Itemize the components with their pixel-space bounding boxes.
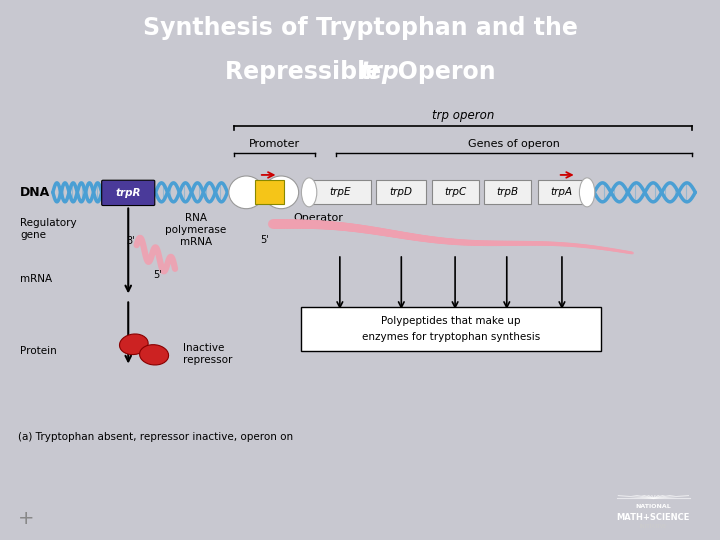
Text: Repressible  Operon: Repressible Operon (225, 59, 495, 84)
Text: enzymes for tryptophan synthesis: enzymes for tryptophan synthesis (361, 333, 540, 342)
Ellipse shape (229, 176, 264, 208)
Text: Inactive
repressor: Inactive repressor (184, 343, 233, 365)
FancyBboxPatch shape (484, 180, 531, 205)
Text: 5': 5' (153, 270, 162, 280)
Text: trp: trp (359, 59, 400, 84)
Text: trp operon: trp operon (432, 109, 495, 122)
Text: MATH+SCIENCE: MATH+SCIENCE (617, 513, 690, 522)
FancyBboxPatch shape (301, 307, 601, 350)
Text: Polypeptides that make up: Polypeptides that make up (381, 315, 521, 326)
FancyBboxPatch shape (255, 180, 284, 205)
Text: mRNA: mRNA (20, 274, 52, 285)
Text: trpA: trpA (551, 187, 572, 197)
FancyBboxPatch shape (309, 180, 371, 205)
Ellipse shape (120, 334, 148, 355)
Text: trpD: trpD (390, 187, 413, 197)
Text: trpR: trpR (115, 188, 141, 198)
Text: +: + (18, 509, 35, 528)
FancyBboxPatch shape (376, 180, 426, 205)
Text: trpC: trpC (444, 187, 467, 197)
Ellipse shape (302, 178, 317, 207)
Text: Operator: Operator (293, 213, 343, 224)
Text: 5': 5' (260, 235, 269, 245)
Ellipse shape (140, 345, 168, 365)
Text: INITIATIVE: INITIATIVE (639, 524, 667, 529)
Text: RNA
polymerase
mRNA: RNA polymerase mRNA (166, 213, 227, 247)
Text: Regulatory
gene: Regulatory gene (20, 219, 76, 240)
Text: NATIONAL: NATIONAL (636, 504, 671, 509)
Text: Protein: Protein (20, 346, 57, 356)
Ellipse shape (264, 176, 299, 208)
Text: 3': 3' (126, 237, 135, 246)
FancyBboxPatch shape (102, 180, 155, 206)
Text: DNA: DNA (20, 186, 50, 199)
Text: Genes of operon: Genes of operon (468, 139, 559, 149)
Text: (a) Tryptophan absent, repressor inactive, operon on: (a) Tryptophan absent, repressor inactiv… (18, 431, 293, 442)
Text: Synthesis of Tryptophan and the: Synthesis of Tryptophan and the (143, 16, 577, 39)
Text: Promoter: Promoter (249, 139, 300, 149)
FancyBboxPatch shape (539, 180, 585, 205)
Text: trpE: trpE (329, 187, 351, 197)
Ellipse shape (580, 178, 595, 207)
FancyBboxPatch shape (432, 180, 479, 205)
Text: trpB: trpB (496, 187, 518, 197)
